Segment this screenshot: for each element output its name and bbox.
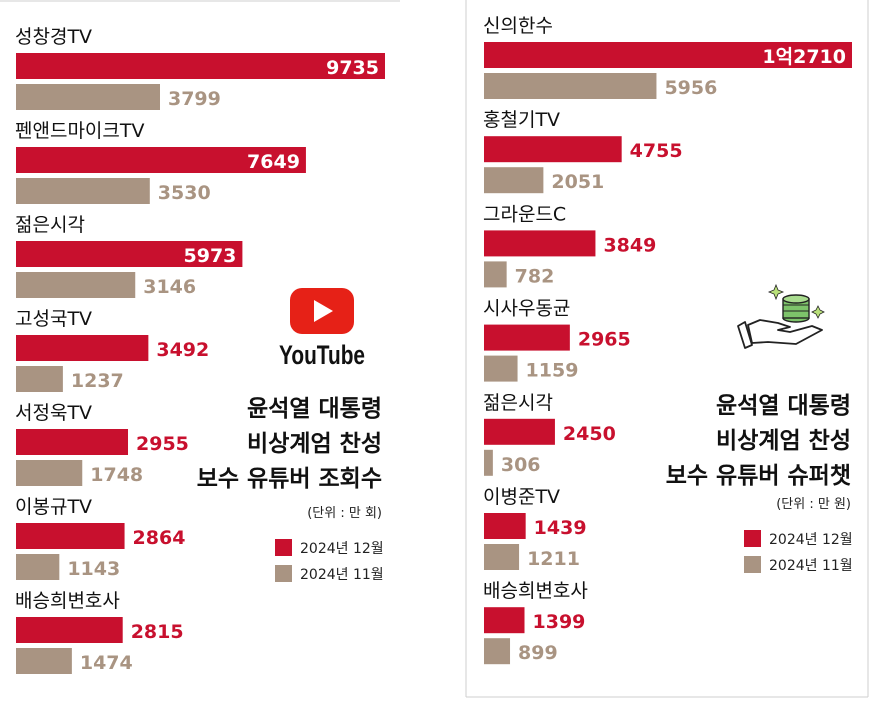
left-bar-dec [16, 617, 123, 643]
left-value-label-dec: 5973 [184, 245, 237, 267]
youtube-logo: YouTube [279, 288, 365, 370]
left-category-label: 배승희변호사 [15, 590, 120, 612]
left-legend-swatch-nov [275, 565, 292, 582]
left-value-label-nov: 3146 [143, 276, 196, 298]
left-title-line-2: 비상계엄 찬성 [247, 431, 382, 457]
left-bar-dec [16, 335, 149, 361]
right-bar-dec [484, 513, 526, 539]
left-value-label-nov: 1237 [71, 370, 124, 392]
right-chart: 신의한수 1억2710 5956 홍철기TV 4755 2051 그라운드C 3849 782 시… [483, 15, 852, 665]
right-bar-dec [484, 230, 596, 257]
left-title-block: 윤석열 대통령 비상계엄 찬성 보수 유튜버 조회수 (단위 : 만 회) [197, 396, 382, 521]
left-bar-nov [16, 84, 160, 110]
left-unit-label: (단위 : 만 회) [307, 506, 382, 521]
left-bar-dec [16, 147, 306, 173]
left-value-label-dec: 2864 [133, 527, 186, 549]
left-category-label: 젊은시각 [15, 214, 85, 236]
right-bar-dec [484, 42, 852, 68]
left-legend-label-nov: 2024년 11월 [300, 567, 384, 583]
left-legend: 2024년 12월 2024년 11월 [275, 539, 384, 583]
right-value-label-nov: 5956 [664, 77, 717, 99]
right-legend: 2024년 12월 2024년 11월 [744, 530, 853, 574]
left-value-label-dec: 2815 [131, 621, 184, 643]
left-title-line-3: 보수 유튜버 조회수 [197, 466, 382, 492]
right-value-label-nov: 899 [518, 642, 558, 664]
left-bar-nov [16, 272, 136, 298]
left-value-label-nov: 1474 [80, 652, 133, 674]
right-value-label-dec: 2450 [563, 423, 616, 445]
left-value-label-nov: 3799 [168, 88, 221, 110]
left-value-label-dec: 3492 [156, 339, 209, 361]
left-value-label-nov: 1143 [67, 558, 120, 580]
right-bar-dec [484, 324, 570, 351]
left-bar-nov [16, 178, 150, 204]
left-value-label-nov: 3530 [158, 182, 211, 204]
left-value-label-nov: 1748 [90, 464, 143, 486]
right-category-label: 그라운드C [483, 203, 566, 225]
right-bar-nov [484, 261, 507, 288]
right-value-label-dec: 1억2710 [762, 46, 846, 68]
right-bar-nov [484, 638, 511, 665]
right-title-line-2: 비상계엄 찬성 [716, 428, 851, 454]
right-category-label: 배승희변호사 [483, 580, 588, 602]
right-title-line-3: 보수 유튜버 슈퍼챗 [666, 463, 851, 489]
left-bar-dec [16, 241, 243, 267]
right-value-label-dec: 2965 [578, 329, 631, 351]
left-bar-nov [16, 648, 72, 674]
right-value-label-nov: 1211 [527, 548, 580, 570]
right-value-label-dec: 3849 [603, 234, 656, 256]
right-bar-nov [484, 355, 518, 382]
left-category-label: 서정욱TV [15, 402, 92, 424]
right-value-label-nov: 2051 [551, 171, 604, 193]
right-value-label-dec: 4755 [630, 140, 683, 162]
left-value-label-dec: 9735 [326, 57, 379, 79]
right-bar-nov [484, 73, 657, 99]
left-chart: 성창경TV 9735 3799 펜앤드마이크TV 7649 3530 젊은시각 5973 314… [15, 26, 385, 674]
right-legend-label-nov: 2024년 11월 [769, 558, 853, 574]
right-bar-dec [484, 136, 622, 163]
right-bar-nov [484, 167, 544, 194]
right-bar-dec [484, 607, 525, 634]
right-title-block: 윤석열 대통령 비상계엄 찬성 보수 유튜버 슈퍼챗 (단위 : 만 원) [666, 393, 851, 512]
right-bar-nov [484, 544, 520, 570]
right-legend-swatch-dec [744, 530, 761, 547]
right-category-label: 젊은시각 [483, 392, 553, 414]
right-value-label-dec: 1399 [533, 611, 586, 633]
left-value-label-dec: 7649 [247, 151, 300, 173]
hand-coins-icon [737, 283, 825, 349]
youtube-play-triangle-icon [314, 300, 333, 322]
left-title-line-1: 윤석열 대통령 [247, 396, 382, 422]
right-category-label: 신의한수 [483, 15, 553, 37]
left-bar-nov [16, 460, 83, 486]
left-legend-label-dec: 2024년 12월 [300, 541, 384, 557]
left-bar-nov [16, 554, 60, 580]
right-category-label: 홍철기TV [483, 109, 560, 131]
right-value-label-dec: 1439 [534, 517, 587, 539]
left-bar-dec [16, 523, 125, 549]
right-value-label-nov: 306 [501, 454, 541, 476]
left-bar-dec [16, 429, 129, 455]
right-value-label-nov: 782 [515, 265, 555, 287]
right-value-label-nov: 1159 [526, 360, 579, 382]
left-bar-nov [16, 366, 63, 392]
right-unit-label: (단위 : 만 원) [776, 497, 851, 512]
left-category-label: 펜앤드마이크TV [15, 120, 144, 142]
left-value-label-dec: 2955 [136, 433, 189, 455]
right-bar-nov [484, 449, 493, 476]
right-category-label: 이병준TV [483, 486, 560, 508]
left-legend-swatch-dec [275, 539, 292, 556]
left-category-label: 성창경TV [15, 26, 92, 48]
left-category-label: 이봉규TV [15, 496, 92, 518]
right-bar-dec [484, 418, 555, 445]
right-legend-swatch-nov [744, 556, 761, 573]
right-title-line-1: 윤석열 대통령 [716, 393, 851, 419]
right-legend-label-dec: 2024년 12월 [769, 532, 853, 548]
left-category-label: 고성국TV [15, 308, 92, 330]
youtube-logo-text: YouTube [279, 340, 365, 370]
right-category-label: 시사우동균 [483, 298, 570, 320]
left-bar-dec [16, 53, 385, 79]
